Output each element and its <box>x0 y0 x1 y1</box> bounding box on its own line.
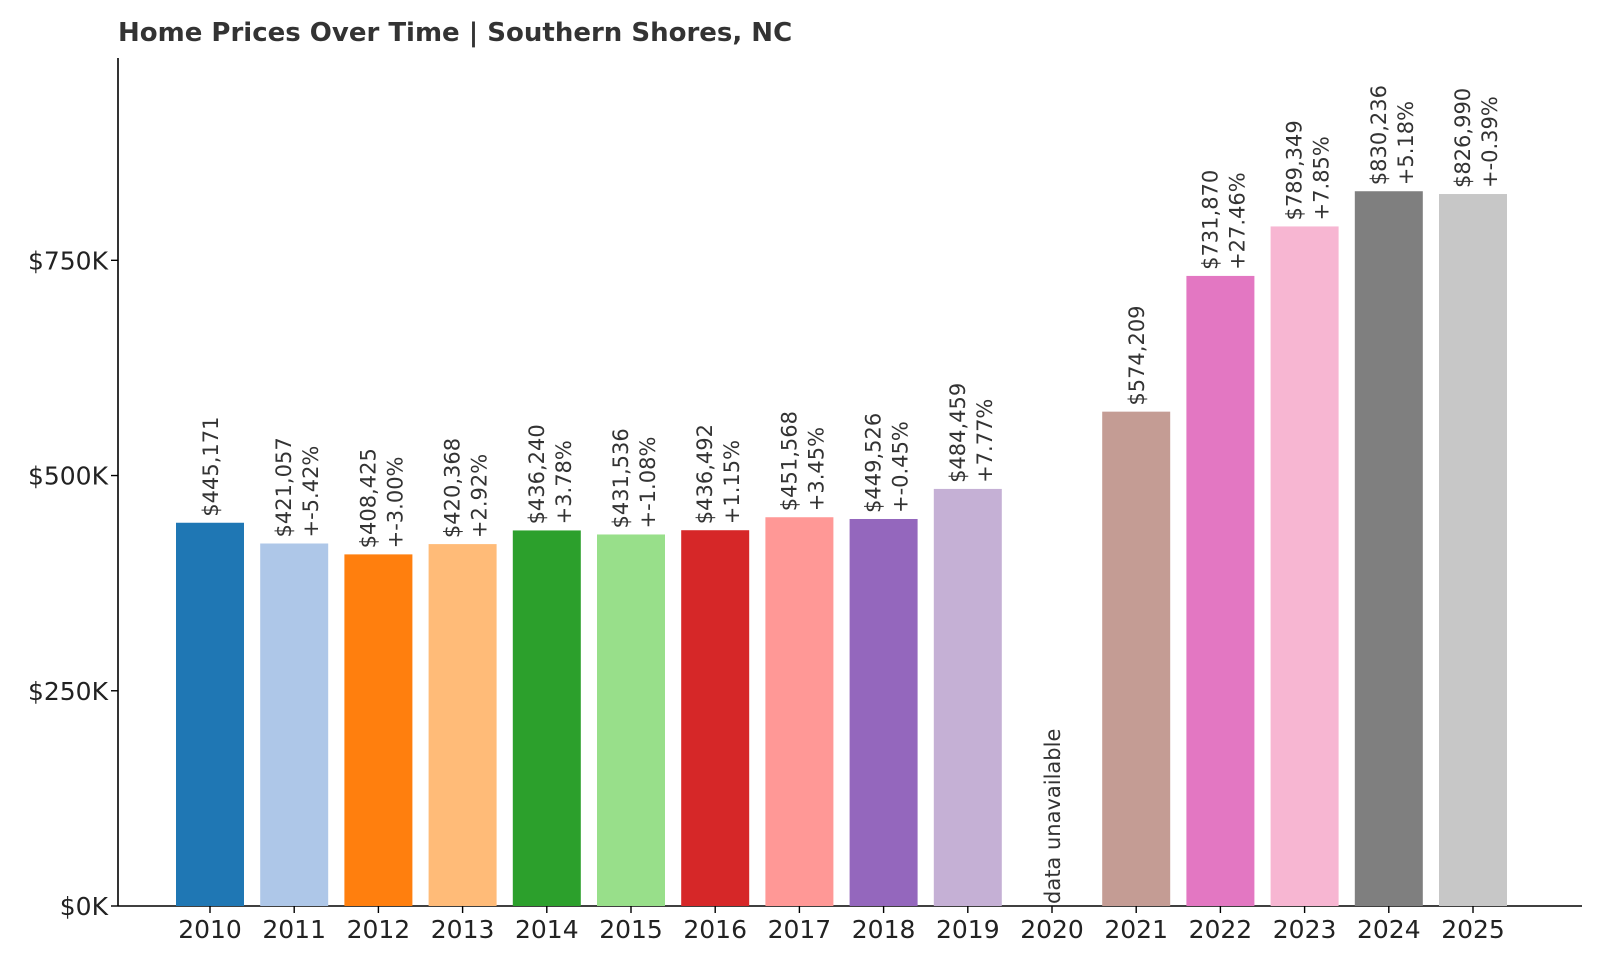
bar-change-label: +2.92% <box>468 454 492 538</box>
y-tick-label: $750K <box>28 246 109 275</box>
bar <box>597 534 665 906</box>
bar-value-label: $826,990 <box>1451 88 1475 188</box>
y-tick-label: $0K <box>60 892 109 921</box>
bar-value-label: $789,349 <box>1283 120 1307 220</box>
x-tick-label: 2022 <box>1189 915 1253 944</box>
bar-change-label: +3.45% <box>804 427 828 511</box>
x-tick-label: 2018 <box>852 915 916 944</box>
x-tick-label: 2020 <box>1020 915 1084 944</box>
bar <box>681 530 750 906</box>
bar-change-label: +5.18% <box>1394 101 1418 185</box>
bar <box>1270 226 1339 907</box>
x-tick-label: 2011 <box>262 915 326 944</box>
x-tick-label: 2025 <box>1441 915 1505 944</box>
bar-value-label: $731,870 <box>1198 170 1222 270</box>
bar-change-label: +3.78% <box>552 440 576 524</box>
bar-change-label: +-3.00% <box>383 456 407 548</box>
bar-value-label: $574,209 <box>1125 305 1149 405</box>
bar-value-label: $451,568 <box>777 411 801 511</box>
bar <box>176 522 244 906</box>
x-tick-label: 2013 <box>431 915 495 944</box>
bar <box>765 517 834 906</box>
x-tick-label: 2024 <box>1357 915 1421 944</box>
bar <box>1186 275 1255 906</box>
bar-change-label: +27.46% <box>1225 172 1249 270</box>
bar <box>933 488 1002 906</box>
x-tick-label: 2021 <box>1104 915 1168 944</box>
bar <box>849 518 918 906</box>
x-tick-label: 2019 <box>936 915 1000 944</box>
bar-value-label: $436,240 <box>525 424 549 524</box>
bar <box>1102 411 1171 906</box>
bar <box>1354 191 1423 906</box>
y-tick-label: $500K <box>28 462 109 491</box>
x-tick-label: 2012 <box>347 915 411 944</box>
bar-value-label: $431,536 <box>609 428 633 528</box>
y-tick-label: $250K <box>28 677 109 706</box>
bar-value-label: $449,526 <box>862 413 886 513</box>
bar-value-label: $408,425 <box>356 448 380 548</box>
bar-value-label: $421,057 <box>272 437 296 537</box>
bar-change-label: +-5.42% <box>299 446 323 538</box>
bar-value-label: $436,492 <box>693 424 717 524</box>
x-tick-label: 2014 <box>515 915 579 944</box>
x-tick-label: 2015 <box>599 915 663 944</box>
bar-value-label: $445,171 <box>199 417 223 517</box>
bar <box>260 543 329 906</box>
bar <box>512 530 581 906</box>
missing-data-label: data unavailable <box>1041 729 1065 904</box>
x-tick-label: 2016 <box>683 915 747 944</box>
x-tick-label: 2023 <box>1273 915 1337 944</box>
x-tick-label: 2017 <box>768 915 832 944</box>
bar-value-label: $830,236 <box>1367 85 1391 185</box>
bar-change-label: +-0.39% <box>1478 96 1502 188</box>
chart-title: Home Prices Over Time | Southern Shores,… <box>118 18 793 48</box>
bar-value-label: $420,368 <box>441 438 465 538</box>
bar-change-label: +7.77% <box>973 399 997 483</box>
bar-change-label: +-0.45% <box>889 421 913 513</box>
x-tick-label: 2010 <box>178 915 242 944</box>
bar-change-label: +-1.08% <box>636 437 660 529</box>
bar <box>1439 194 1507 907</box>
bar <box>428 544 497 906</box>
bar <box>344 554 413 906</box>
bar-change-label: +7.85% <box>1310 136 1334 220</box>
bar-change-label: +1.15% <box>720 440 744 524</box>
bar-value-label: $484,459 <box>946 383 970 483</box>
